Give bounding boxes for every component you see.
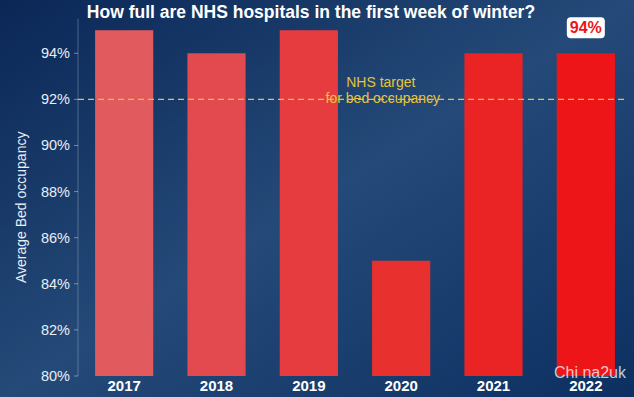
y-tick xyxy=(74,191,78,192)
data-label: 94% xyxy=(570,19,602,36)
y-tick-label: 86% xyxy=(41,230,70,246)
x-tick-label: 2018 xyxy=(200,377,233,394)
x-tick-label: 2021 xyxy=(477,377,510,394)
y-tick xyxy=(74,53,78,54)
y-axis-line xyxy=(78,19,79,376)
background xyxy=(0,0,634,397)
chart: How full are NHS hospitals in the first … xyxy=(0,0,634,397)
bar xyxy=(280,30,338,376)
x-tick-label: 2020 xyxy=(384,377,417,394)
bar xyxy=(464,53,522,376)
y-axis-label: Average Bed occupancy xyxy=(13,132,29,284)
bars xyxy=(95,30,615,376)
y-tick-label: 88% xyxy=(41,184,70,200)
background-shade xyxy=(0,0,634,397)
y-tick xyxy=(74,376,78,377)
x-tick-label: 2019 xyxy=(292,377,325,394)
y-tick-label: 94% xyxy=(41,45,70,61)
y-tick-label: 82% xyxy=(41,322,70,338)
bar xyxy=(95,30,153,376)
y-tick xyxy=(74,329,78,330)
y-tick xyxy=(74,99,78,100)
data-label-box xyxy=(567,17,605,38)
y-tick-label: 84% xyxy=(41,276,70,292)
y-tick xyxy=(74,237,78,238)
bar xyxy=(187,53,245,376)
bar xyxy=(557,53,615,376)
y-tick-label: 80% xyxy=(41,368,70,384)
y-tick xyxy=(74,145,78,146)
title: How full are NHS hospitals in the first … xyxy=(87,2,535,22)
annotation: NHS target for bed occupancy xyxy=(322,74,440,106)
watermark: Chi na2uk xyxy=(554,364,627,381)
y-tick-label: 92% xyxy=(41,91,70,107)
y-tick xyxy=(74,283,78,284)
bar xyxy=(372,261,430,376)
y-tick-label: 90% xyxy=(41,137,70,153)
x-tick-label: 2017 xyxy=(107,377,140,394)
